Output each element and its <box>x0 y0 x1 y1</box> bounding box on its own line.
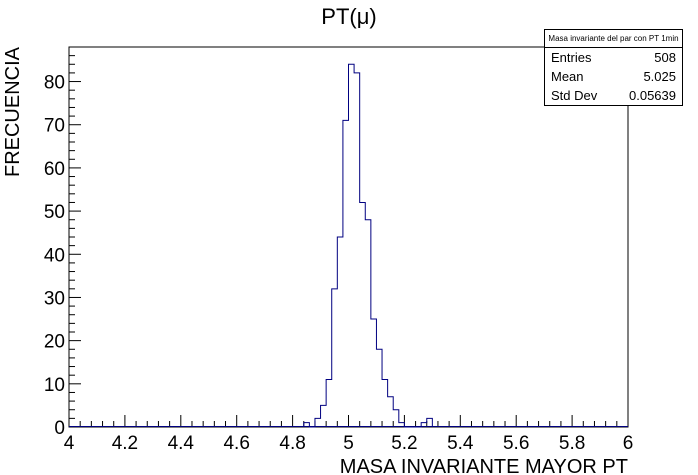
x-tick-label: 5 <box>343 433 354 454</box>
histogram-bin <box>321 405 327 427</box>
chart-title: PT(μ) <box>321 4 377 29</box>
x-axis-title: MASA INVARIANTE MAYOR PT <box>340 456 628 475</box>
x-tick-label: 5.4 <box>447 433 474 454</box>
y-tick-label: 30 <box>44 288 65 309</box>
y-tick-label: 50 <box>44 202 65 223</box>
histogram-bin <box>365 220 371 427</box>
y-tick-label: 80 <box>44 73 65 94</box>
x-tick-label: 4 <box>64 433 75 454</box>
histogram-bin <box>376 349 382 427</box>
stats-box: Masa invariante del par con PT 1min Entr… <box>544 29 683 106</box>
x-tick-label: 4.6 <box>223 433 249 454</box>
y-tick-label: 40 <box>44 245 65 266</box>
stats-mean-value: 5.025 <box>643 69 676 84</box>
y-tick-label: 60 <box>44 159 65 180</box>
stats-entries-value: 508 <box>654 50 676 65</box>
x-tick-label: 6 <box>623 433 634 454</box>
stats-box-title: Masa invariante del par con PT 1min <box>545 30 682 48</box>
histogram-bin <box>337 237 343 427</box>
x-tick-label: 5.2 <box>391 433 417 454</box>
histogram-bin <box>393 410 399 427</box>
histogram-bin <box>332 289 338 427</box>
stats-row-stddev: Std Dev 0.05639 <box>545 86 682 105</box>
stats-mean-label: Mean <box>551 69 584 84</box>
histogram-bin <box>388 397 394 427</box>
stats-stddev-value: 0.05639 <box>629 88 676 103</box>
y-tick-label: 20 <box>44 332 65 353</box>
histogram-bin <box>326 380 332 428</box>
x-tick-label: 4.4 <box>168 433 195 454</box>
x-tick-label: 5.6 <box>503 433 529 454</box>
stats-row-mean: Mean 5.025 <box>545 67 682 86</box>
x-tick-label: 5.8 <box>559 433 585 454</box>
y-tick-label: 70 <box>44 116 65 137</box>
histogram-series <box>303 63 433 428</box>
y-axis-title: FRECUENCIA <box>2 46 24 177</box>
x-tick-label: 4.8 <box>279 433 305 454</box>
histogram-bin <box>354 73 360 427</box>
x-tick-label: 4.2 <box>112 433 138 454</box>
histogram-bin <box>349 64 355 427</box>
stats-stddev-label: Std Dev <box>551 88 598 103</box>
histogram-bin <box>343 120 349 427</box>
histogram-bin <box>427 418 433 427</box>
stats-row-entries: Entries 508 <box>545 48 682 67</box>
histogram-bin <box>382 380 388 428</box>
y-tick-label: 0 <box>54 418 65 439</box>
stats-entries-label: Entries <box>551 50 592 65</box>
histogram-bin <box>360 202 366 427</box>
y-tick-label: 10 <box>44 375 65 396</box>
histogram-bin <box>315 418 321 427</box>
histogram-bin <box>371 319 377 427</box>
